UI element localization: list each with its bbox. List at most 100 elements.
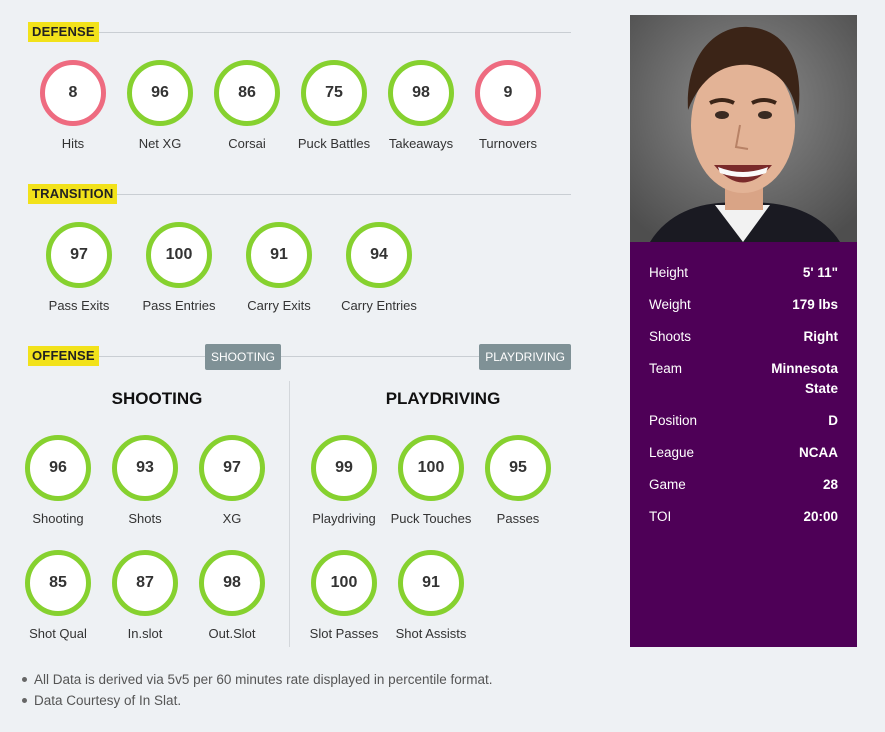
bio-height: Height 5' 11" xyxy=(649,263,838,283)
stat-label: Takeaways xyxy=(388,136,454,151)
transition-header: TRANSITION xyxy=(28,184,571,206)
stat-ring: 8 xyxy=(40,60,106,126)
stat-shots: 93 Shots xyxy=(95,435,195,526)
stat-out-slot: 98 Out.Slot xyxy=(182,550,282,641)
stat-shot-assists: 91 Shot Assists xyxy=(381,550,481,641)
bio-shoots: Shoots Right xyxy=(649,327,838,347)
footnotes: All Data is derived via 5v5 per 60 minut… xyxy=(22,669,492,711)
stat-label: Carry Entries xyxy=(341,298,417,313)
bio-key: TOI xyxy=(649,509,672,524)
stat-ring: 100 xyxy=(146,222,212,288)
stat-in-slot: 87 In.slot xyxy=(95,550,195,641)
section-tag-offense: OFFENSE xyxy=(28,346,99,366)
stat-ring: 100 xyxy=(398,435,464,501)
section-tag-defense: DEFENSE xyxy=(28,22,99,42)
divider xyxy=(28,356,571,357)
stat-ring: 85 xyxy=(25,550,91,616)
stat-label: Shot Qual xyxy=(29,626,87,641)
stat-pass-entries: 100 Pass Entries xyxy=(129,222,229,313)
footnote: Data Courtesy of In Slat. xyxy=(22,690,492,711)
bio-value: 20:00 xyxy=(803,509,838,524)
stat-label: Corsai xyxy=(228,136,266,151)
bio-value: 5' 11" xyxy=(802,265,838,280)
stat-ring: 96 xyxy=(25,435,91,501)
bio-key: Shoots xyxy=(649,329,692,344)
stat-carry-exits: 91 Carry Exits xyxy=(229,222,329,313)
divider xyxy=(28,194,571,195)
bio-key: Game xyxy=(649,477,686,492)
stat-ring: 97 xyxy=(46,222,112,288)
stat-label: Turnovers xyxy=(478,136,538,151)
stat-ring: 95 xyxy=(485,435,551,501)
stat-ring: 99 xyxy=(311,435,377,501)
stat-label: Puck Touches xyxy=(390,511,472,526)
stat-ring: 96 xyxy=(127,60,193,126)
shooting-tab-button[interactable]: SHOOTING xyxy=(205,344,282,370)
stat-carry-entries: 94 Carry Entries xyxy=(329,222,429,313)
stat-playdriving: 99 Playdriving xyxy=(294,435,394,526)
bio-toi: TOI 20:00 xyxy=(649,507,838,527)
shooting-title: SHOOTING xyxy=(111,389,203,408)
stat-ring: 93 xyxy=(112,435,178,501)
bio-position: Position D xyxy=(649,411,838,431)
stat-xg: 97 XG xyxy=(182,435,282,526)
bio-value: NCAA xyxy=(799,445,838,460)
bio-value: 28 xyxy=(822,477,838,492)
bio-key: Position xyxy=(649,413,698,428)
stat-label: In.slot xyxy=(127,626,163,641)
stat-ring: 87 xyxy=(112,550,178,616)
stat-passes: 95 Passes xyxy=(468,435,568,526)
bio-key: Team xyxy=(649,361,683,376)
column-divider xyxy=(289,381,290,647)
bio-weight: Weight 179 lbs xyxy=(649,295,838,315)
stat-label: Pass Entries xyxy=(142,298,216,313)
stat-label: Shot Assists xyxy=(395,626,467,641)
stat-corsai: 86 Corsai xyxy=(197,60,297,151)
offense-header: OFFENSE SHOOTING PLAYDRIVING xyxy=(28,344,571,370)
stat-puck-battles: 75 Puck Battles xyxy=(284,60,384,151)
stat-ring: 98 xyxy=(199,550,265,616)
stat-label: Pass Exits xyxy=(48,298,110,313)
stat-label: Slot Passes xyxy=(309,626,379,641)
stat-ring: 91 xyxy=(246,222,312,288)
stat-label: Shooting xyxy=(32,511,84,526)
stat-ring: 86 xyxy=(214,60,280,126)
stat-turnovers: 9 Turnovers xyxy=(458,60,558,151)
section-tag-transition: TRANSITION xyxy=(28,184,118,204)
stat-label: Out.Slot xyxy=(208,626,256,641)
defense-header: DEFENSE xyxy=(28,22,571,44)
stat-pass-exits: 97 Pass Exits xyxy=(29,222,129,313)
stat-ring: 97 xyxy=(199,435,265,501)
stat-ring: 75 xyxy=(301,60,367,126)
stat-ring: 91 xyxy=(398,550,464,616)
stat-ring: 9 xyxy=(475,60,541,126)
player-photo xyxy=(630,15,857,242)
bio-value: Right xyxy=(803,329,839,344)
stat-net-xg: 96 Net XG xyxy=(110,60,210,151)
stat-shot-qual: 85 Shot Qual xyxy=(8,550,108,641)
stat-ring: 100 xyxy=(311,550,377,616)
player-bio: Height 5' 11" Weight 179 lbs Shoots Right T… xyxy=(649,263,838,539)
stat-label: Shots xyxy=(128,511,162,526)
stat-hits: 8 Hits xyxy=(23,60,123,151)
stat-shooting: 96 Shooting xyxy=(8,435,108,526)
stat-label: Net XG xyxy=(138,136,182,151)
divider xyxy=(28,32,571,33)
playdriving-tab-button[interactable]: PLAYDRIVING xyxy=(479,344,571,370)
bio-value: 179 lbs xyxy=(792,297,838,312)
stat-ring: 94 xyxy=(346,222,412,288)
bio-key: Height xyxy=(649,265,689,280)
bio-value: D xyxy=(828,413,838,428)
footnote: All Data is derived via 5v5 per 60 minut… xyxy=(22,669,492,690)
stat-label: Hits xyxy=(61,136,85,151)
stat-ring: 98 xyxy=(388,60,454,126)
stat-label: XG xyxy=(222,511,242,526)
bio-value: Minnesota State xyxy=(771,361,838,396)
stat-label: Passes xyxy=(496,511,540,526)
stat-puck-touches: 100 Puck Touches xyxy=(381,435,481,526)
stat-takeaways: 98 Takeaways xyxy=(371,60,471,151)
bio-league: League NCAA xyxy=(649,443,838,463)
player-profile-panel: Height 5' 11" Weight 179 lbs Shoots Right T… xyxy=(630,15,857,647)
stat-label: Puck Battles xyxy=(297,136,371,151)
stat-slot-passes: 100 Slot Passes xyxy=(294,550,394,641)
